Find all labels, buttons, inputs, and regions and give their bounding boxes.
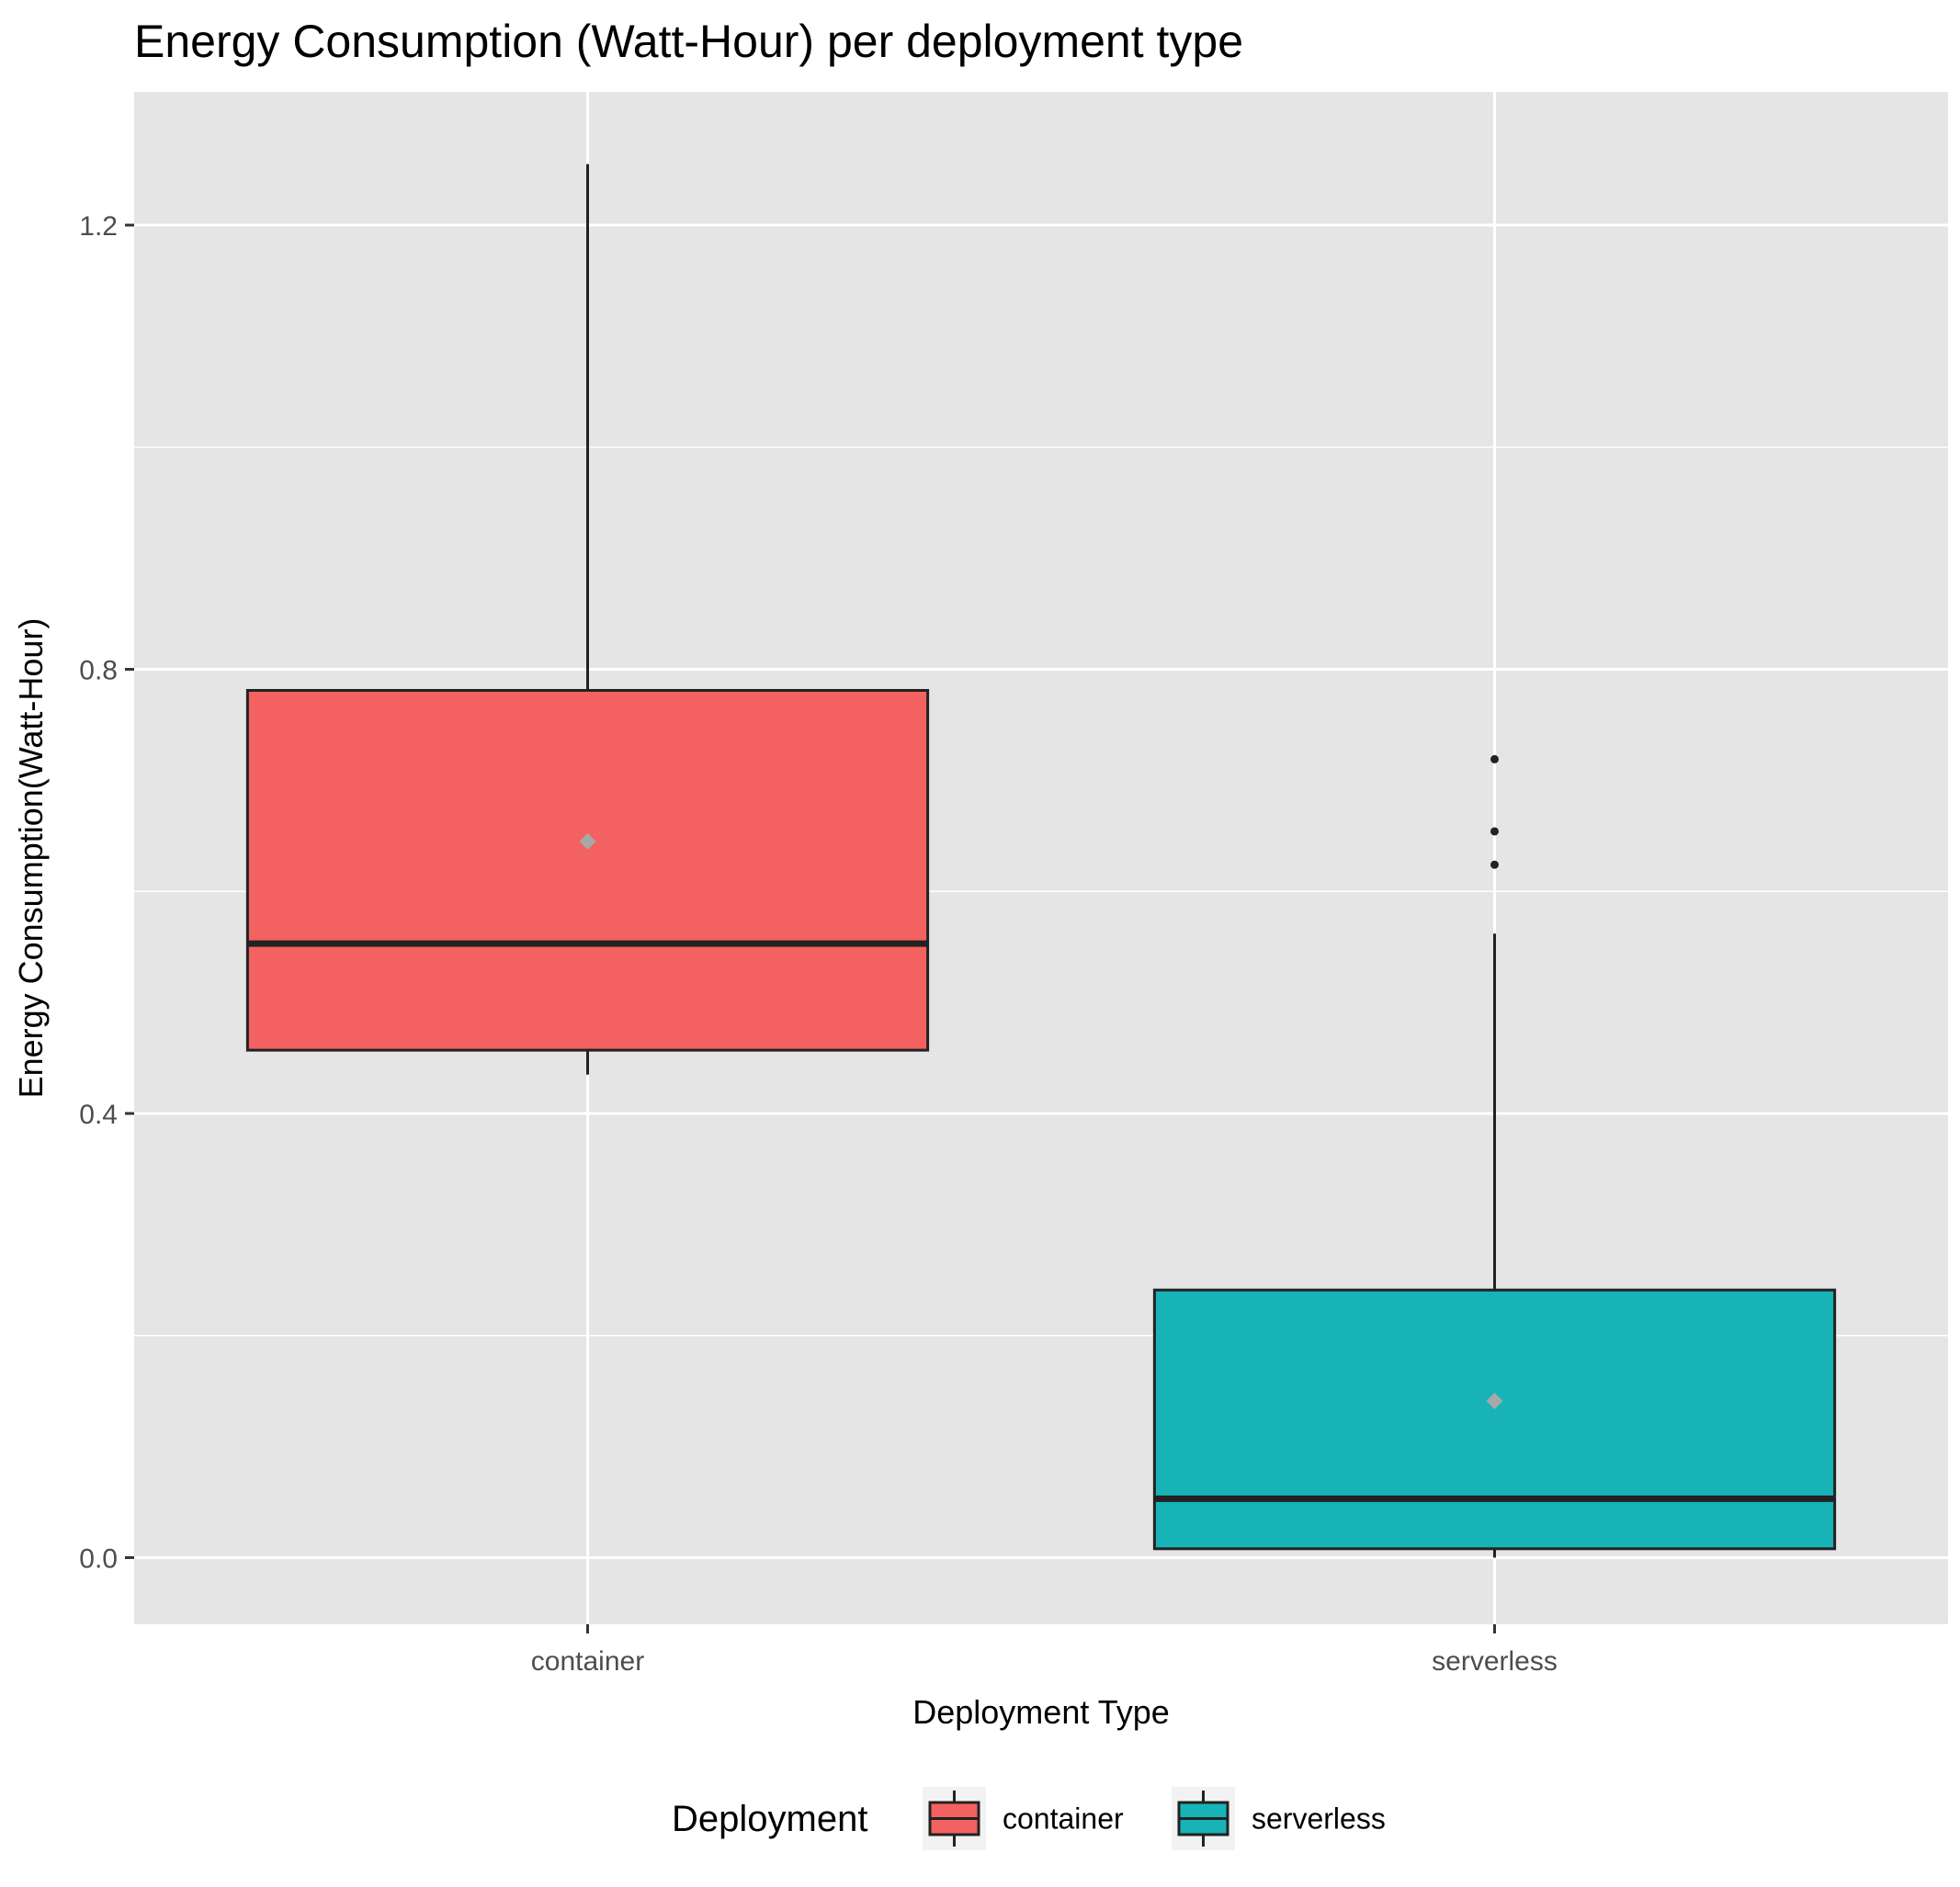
- mean-marker: [1486, 1393, 1503, 1410]
- box-iqr: [1152, 1288, 1837, 1551]
- y-tick-label: 0.4: [79, 1100, 118, 1130]
- x-axis: container serverless: [531, 1624, 1558, 1677]
- legend-items: container serverless: [923, 1787, 1386, 1850]
- y-axis: 0.0 0.4 0.8 1.2: [79, 211, 134, 1574]
- x-tick-label: serverless: [1432, 1646, 1558, 1677]
- mean-marker: [579, 832, 596, 850]
- y-tick-label: 0.0: [79, 1543, 118, 1574]
- y-tick-label: 1.2: [79, 211, 118, 242]
- outlier-point: [1490, 860, 1499, 869]
- box-iqr: [245, 688, 930, 1052]
- box-layer: [245, 164, 1837, 1558]
- box-container: [245, 164, 930, 1075]
- outlier-point: [1490, 827, 1499, 836]
- y-tick-label: 0.8: [79, 656, 118, 686]
- outlier-point: [1490, 754, 1499, 763]
- legend-title: Deployment: [672, 1799, 867, 1839]
- box-serverless: [1152, 754, 1837, 1558]
- x-axis-title: Deployment Type: [912, 1693, 1170, 1731]
- legend-label: container: [1003, 1802, 1124, 1836]
- legend-item-container: container: [923, 1787, 1124, 1850]
- legend: Deployment container serverless: [672, 1787, 1386, 1850]
- legend-item-serverless: serverless: [1172, 1787, 1386, 1850]
- chart-title: Energy Consumption (Watt-Hour) per deplo…: [134, 16, 1243, 67]
- x-tick-label: container: [531, 1646, 644, 1677]
- legend-label: serverless: [1252, 1802, 1386, 1836]
- y-axis-title: Energy Consumption(Watt-Hour): [12, 618, 50, 1099]
